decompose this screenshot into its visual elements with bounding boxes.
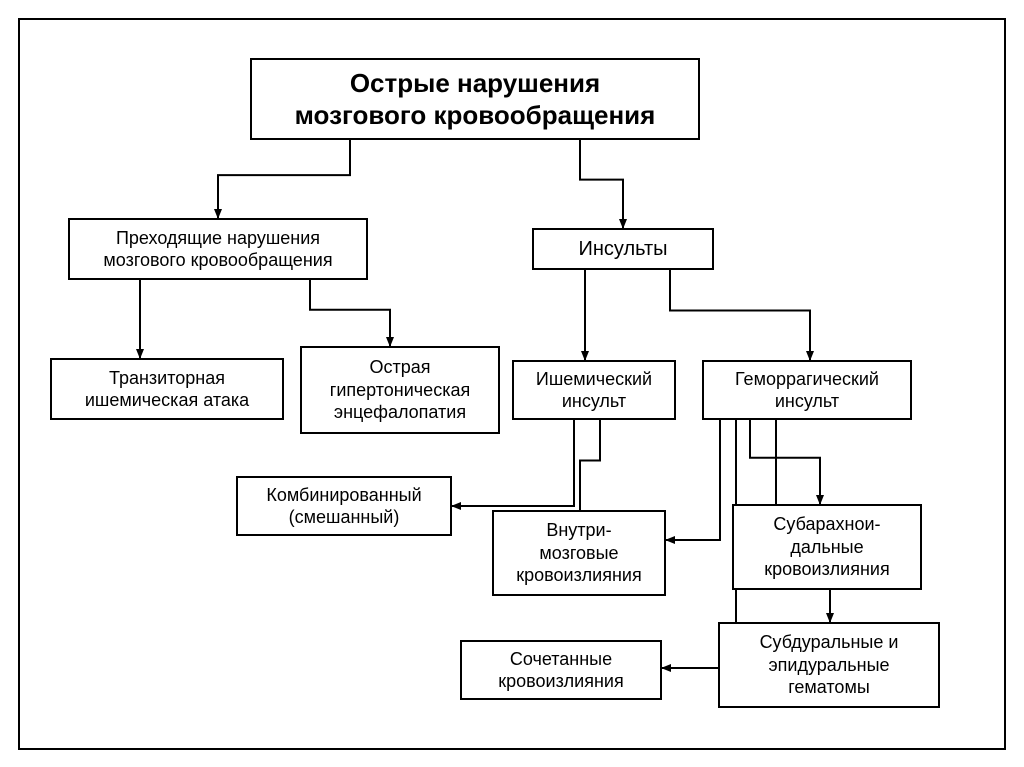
node-ischemic: Ишемическийинсульт	[512, 360, 676, 420]
node-label: Транзиторнаяишемическая атака	[85, 367, 249, 412]
node-label: Преходящие нарушениямозгового кровообращ…	[103, 227, 332, 272]
node-label: Сочетанныекровоизлияния	[498, 648, 623, 693]
node-label: Геморрагическийинсульт	[735, 368, 879, 413]
node-label: Острые нарушениямозгового кровообращения	[295, 67, 656, 132]
node-label: Комбинированный(смешанный)	[266, 484, 421, 529]
edge-transient-to-encephalo	[310, 280, 390, 346]
node-subdural: Субдуральные иэпидуральныегематомы	[718, 622, 940, 708]
edge-ischemic-to-intracereb	[580, 420, 600, 510]
node-subarach: Субарахнои-дальныекровоизлияния	[732, 504, 922, 590]
node-hemorrhagic: Геморрагическийинсульт	[702, 360, 912, 420]
edge-hemorrhagic-to-subarach	[750, 420, 820, 504]
node-root: Острые нарушениямозгового кровообращения	[250, 58, 700, 140]
node-label: Субарахнои-дальныекровоизлияния	[764, 513, 889, 581]
node-combhemo: Сочетанныекровоизлияния	[460, 640, 662, 700]
edge-root-to-strokes	[580, 140, 623, 228]
node-label: Остраягипертоническаяэнцефалопатия	[330, 356, 470, 424]
diagram-frame: Острые нарушениямозгового кровообращения…	[18, 18, 1006, 750]
node-combined: Комбинированный(смешанный)	[236, 476, 452, 536]
node-tia: Транзиторнаяишемическая атака	[50, 358, 284, 420]
node-encephalo: Остраягипертоническаяэнцефалопатия	[300, 346, 500, 434]
node-label: Субдуральные иэпидуральныегематомы	[760, 631, 899, 699]
node-strokes: Инсульты	[532, 228, 714, 270]
node-label: Ишемическийинсульт	[536, 368, 652, 413]
node-transient: Преходящие нарушениямозгового кровообращ…	[68, 218, 368, 280]
edge-hemorrhagic-to-intracereb	[666, 420, 720, 540]
node-label: Инсульты	[578, 237, 667, 262]
edge-root-to-transient	[218, 140, 350, 218]
node-label: Внутри-мозговыекровоизлияния	[516, 519, 641, 587]
node-intracereb: Внутри-мозговыекровоизлияния	[492, 510, 666, 596]
edge-strokes-to-hemorrhagic	[670, 270, 810, 360]
